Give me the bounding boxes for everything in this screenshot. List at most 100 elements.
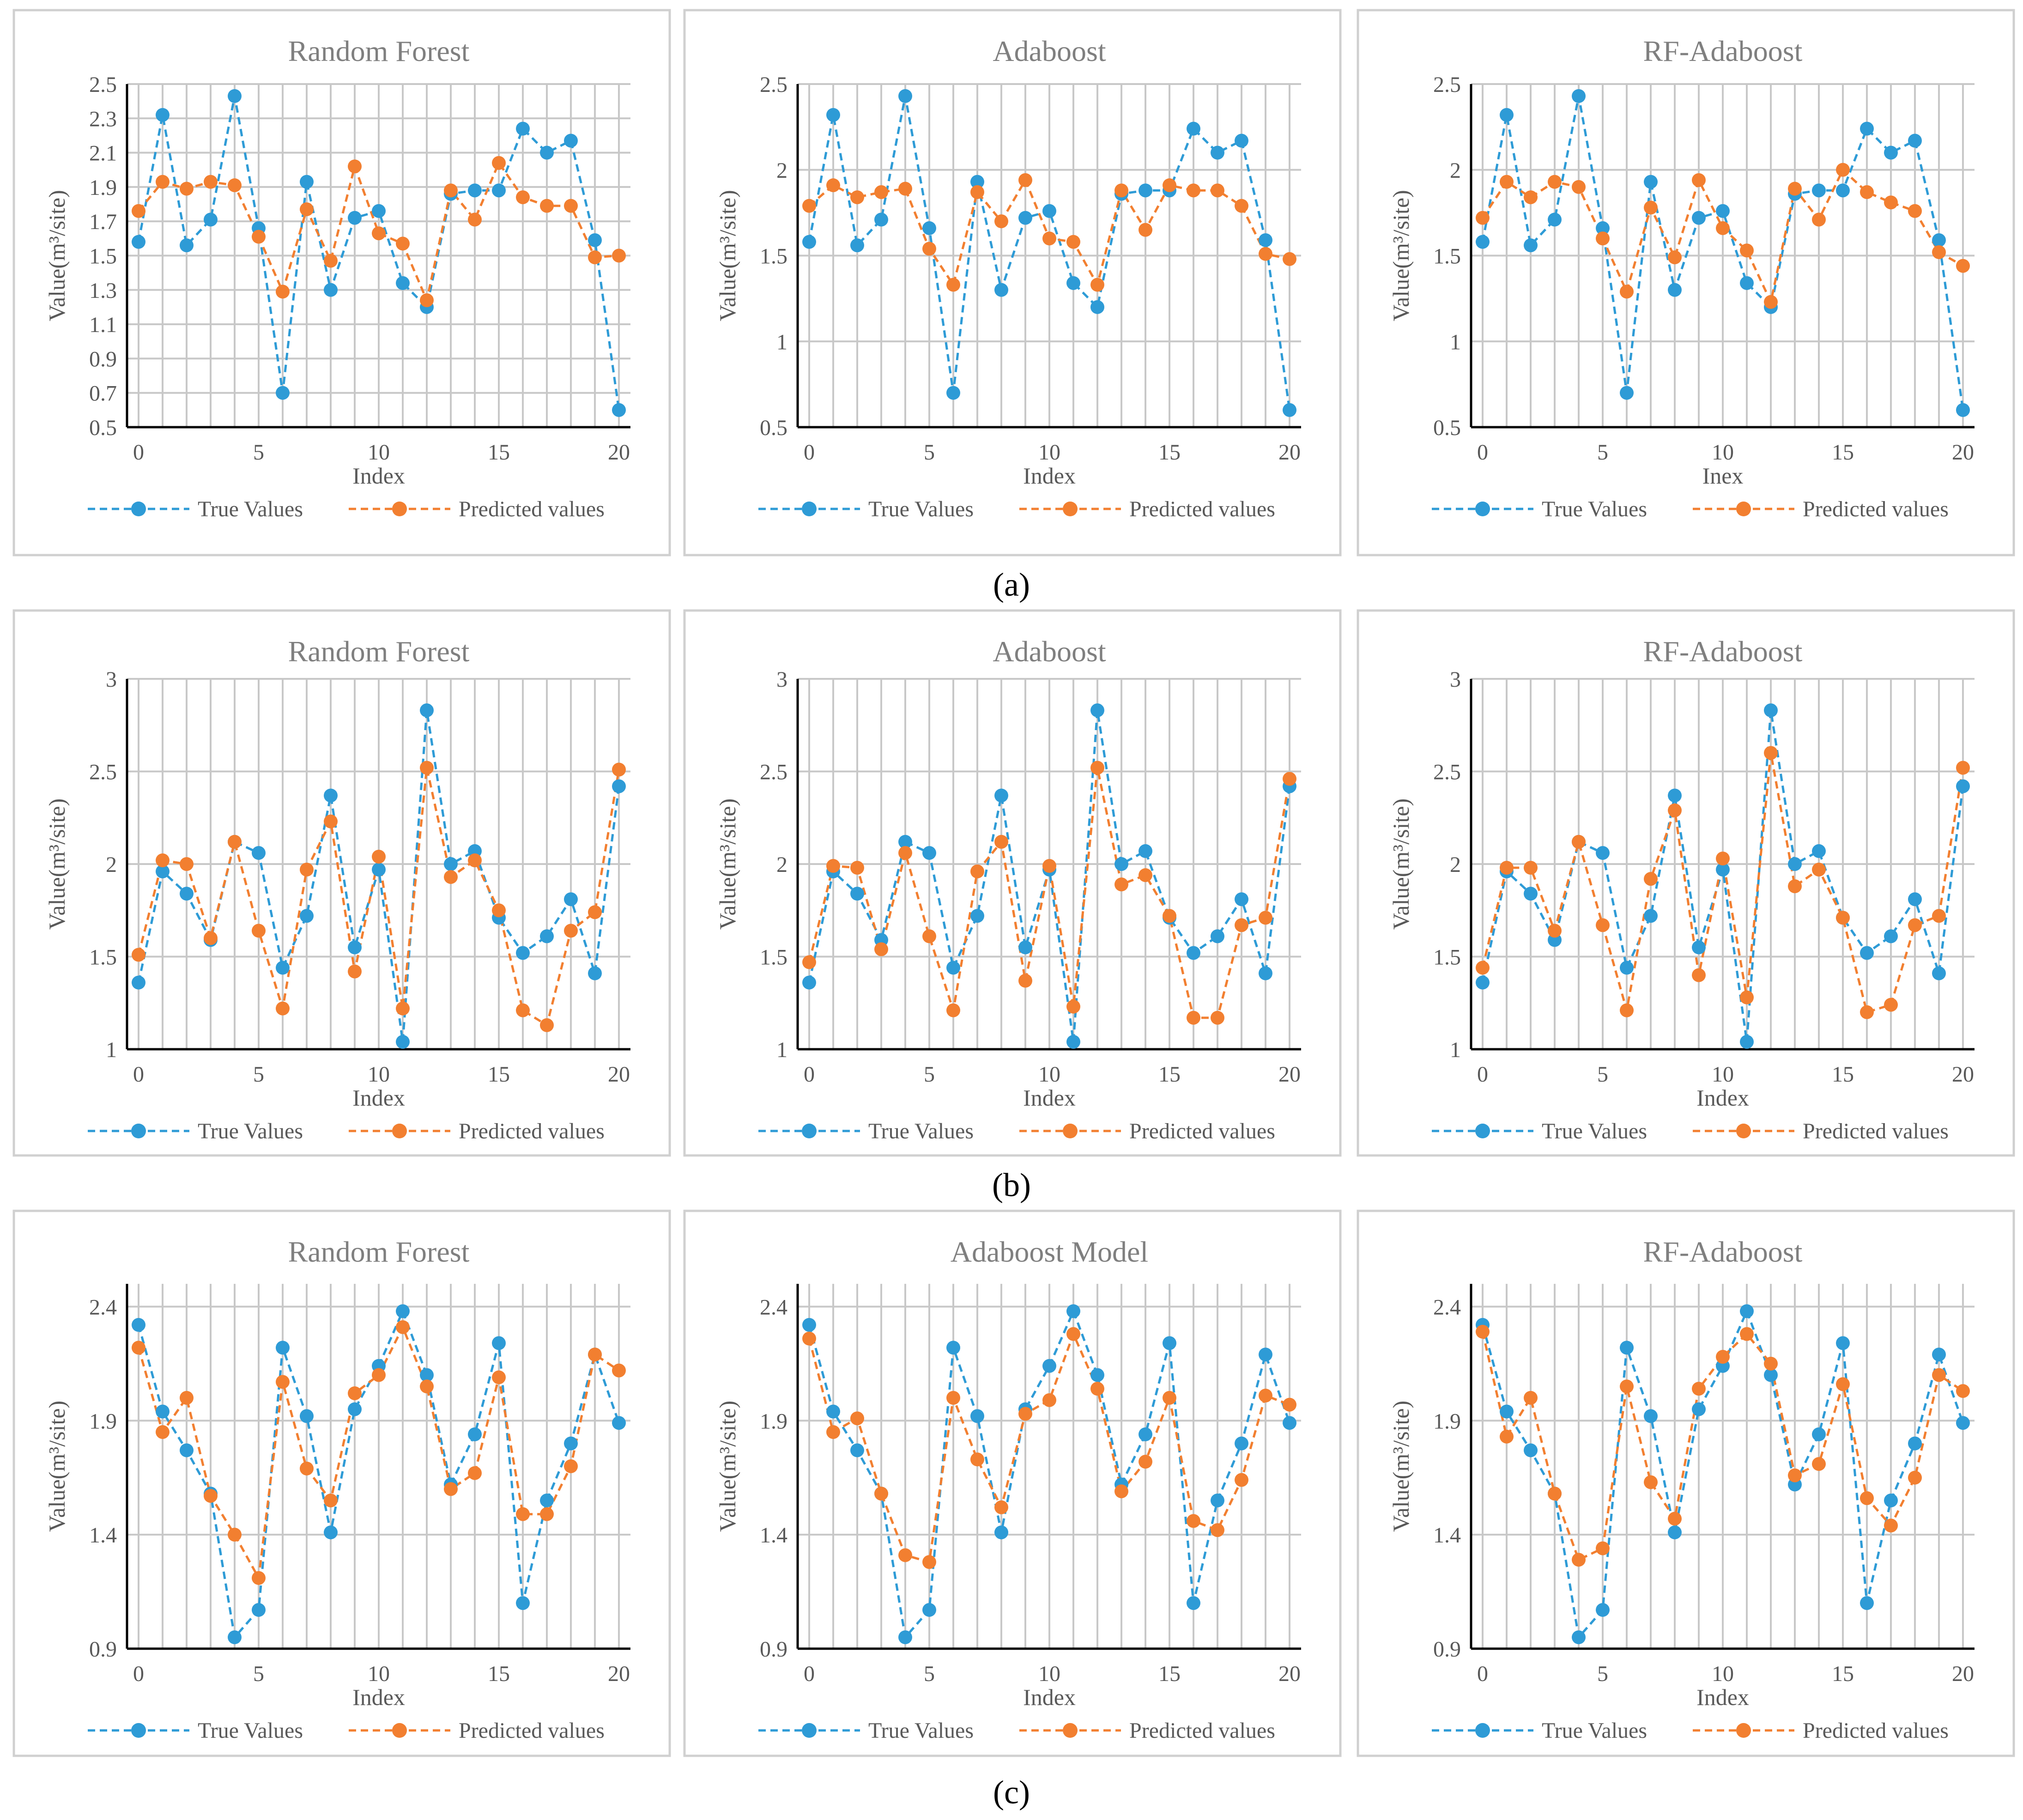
legend-marker <box>392 1723 407 1738</box>
true-value-point <box>1740 1034 1754 1049</box>
true-value-point <box>1211 929 1224 943</box>
predicted-value-point <box>420 1379 434 1394</box>
y-tick-label: 1.5 <box>760 945 787 970</box>
predicted-value-point <box>228 178 242 193</box>
true-value-point <box>468 183 482 198</box>
predicted-value-point <box>444 183 458 198</box>
y-tick-label: 1.9 <box>760 1409 787 1433</box>
row-caption-b: (b) <box>992 1167 1031 1203</box>
predicted-value-point <box>1956 259 1970 273</box>
predicted-value-point <box>276 1001 290 1016</box>
true-value-point <box>802 235 816 249</box>
predicted-value-point <box>588 250 602 265</box>
chart-panel-5: Adaboost 1 1.5 2 2.5 3 0 5 10 15 20 Index Value(m³/s… <box>683 609 1342 1157</box>
x-tick-label: 0 <box>1477 1062 1488 1087</box>
legend-label-true: True Values <box>198 497 303 521</box>
predicted-value-point <box>898 1548 912 1562</box>
y-tick-label: 2.5 <box>1433 760 1461 785</box>
predicted-value-point <box>204 175 218 189</box>
x-tick-label: 0 <box>133 1662 144 1686</box>
y-axis-title: Value(m³/site) <box>44 1401 70 1532</box>
true-value-point <box>180 238 194 253</box>
predicted-value-point <box>970 865 984 879</box>
predicted-value-point <box>1163 178 1176 193</box>
true-value-point <box>156 1404 170 1419</box>
predicted-value-point <box>1572 834 1586 849</box>
true-value-point <box>1476 975 1490 990</box>
predicted-value-point <box>612 762 626 777</box>
true-value-point <box>180 1443 194 1457</box>
y-tick-label: 2 <box>106 853 117 877</box>
true-value-point <box>324 1525 338 1540</box>
predicted-value-point <box>1788 879 1802 894</box>
y-axis-title: Value(m³/site) <box>44 798 70 930</box>
predicted-value-point <box>1211 183 1224 198</box>
chart-title: Random Forest <box>288 1235 470 1268</box>
true-value-point <box>1932 1348 1946 1362</box>
predicted-value-point <box>420 293 434 308</box>
predicted-value-point <box>802 199 816 213</box>
predicted-value-point <box>1211 1010 1224 1025</box>
true-value-point <box>1860 946 1874 960</box>
y-axis-title: Value(m³/site) <box>1388 190 1414 321</box>
predicted-value-point <box>1259 1388 1272 1403</box>
legend-marker <box>802 1124 817 1138</box>
true-value-point <box>1692 940 1706 955</box>
x-axis-title: Index <box>352 1684 405 1710</box>
chart-panel-3: RF-Adaboost 0.5 1 1.5 2 2.5 0 5 10 15 20 Inex Value(… <box>1357 9 2015 556</box>
y-tick-label: 0.5 <box>760 416 787 440</box>
true-value-point <box>540 1493 554 1508</box>
x-tick-label: 10 <box>1038 1662 1060 1686</box>
true-value-point <box>1788 857 1802 871</box>
predicted-value-point <box>228 1528 242 1542</box>
predicted-value-point <box>1187 183 1200 198</box>
true-value-point <box>300 909 314 923</box>
predicted-value-point <box>826 859 840 873</box>
true-value-point <box>1716 863 1730 877</box>
predicted-value-point <box>396 1320 410 1334</box>
x-tick-label: 15 <box>488 1062 510 1087</box>
true-value-point <box>1235 892 1248 907</box>
true-value-point <box>228 1630 242 1645</box>
y-tick-label: 1.5 <box>760 244 787 269</box>
true-value-point <box>324 788 338 803</box>
predicted-value-point <box>204 1489 218 1503</box>
legend-label-predicted: Predicted values <box>1129 497 1275 521</box>
true-value-point <box>564 892 578 907</box>
predicted-value-point <box>396 236 410 251</box>
true-value-point <box>1764 703 1778 718</box>
legend-marker <box>1475 1124 1490 1138</box>
predicted-value-point <box>252 230 266 244</box>
true-value-point <box>1836 183 1850 198</box>
chart-panel-1: Random Forest 0.5 0.7 0.9 1.1 1.3 1.5 1.7 1.9 2.1… <box>12 9 671 556</box>
true-value-point <box>1283 403 1296 417</box>
predicted-value-point <box>1114 1484 1128 1499</box>
predicted-value-point <box>228 834 242 849</box>
predicted-value-point <box>874 942 888 956</box>
row-caption-c: (c) <box>993 1774 1030 1811</box>
true-value-point <box>1476 235 1490 249</box>
chart-border <box>683 9 1342 556</box>
predicted-value-point <box>1764 746 1778 760</box>
x-tick-label: 0 <box>1477 440 1488 465</box>
predicted-value-point <box>1042 1393 1056 1407</box>
predicted-value-point <box>1500 861 1514 875</box>
predicted-value-point <box>1932 245 1946 260</box>
x-tick-label: 0 <box>133 440 144 465</box>
x-axis-title: Index <box>1023 1085 1076 1111</box>
y-tick-label: 1.4 <box>1433 1523 1461 1548</box>
true-value-point <box>1500 108 1514 122</box>
chart-title: RF-Adaboost <box>1643 1235 1803 1268</box>
true-value-point <box>826 108 840 122</box>
predicted-value-point <box>922 1555 936 1569</box>
legend-label-predicted: Predicted values <box>1803 1119 1949 1143</box>
predicted-value-point <box>1764 295 1778 309</box>
predicted-value-point <box>1908 918 1922 932</box>
predicted-value-point <box>1235 918 1248 932</box>
x-axis-title: Index <box>1023 1684 1076 1710</box>
y-tick-label: 0.9 <box>760 1637 787 1662</box>
predicted-value-point <box>1476 1324 1490 1339</box>
x-tick-label: 10 <box>368 1062 390 1087</box>
x-tick-label: 5 <box>924 1662 935 1686</box>
predicted-value-point <box>898 181 912 196</box>
